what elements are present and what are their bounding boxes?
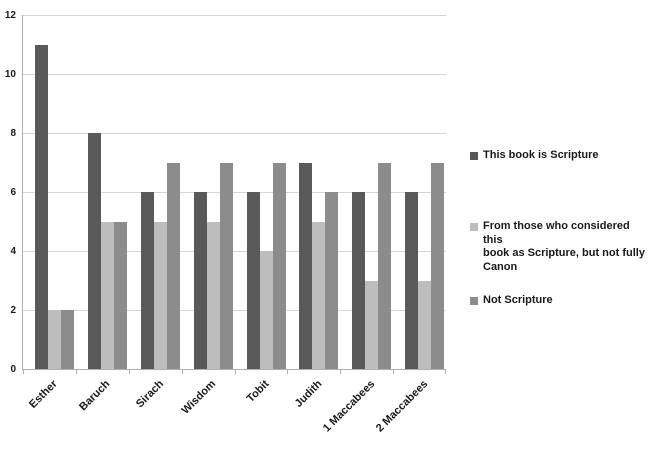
bar [113, 221, 127, 369]
bar [246, 192, 260, 369]
x-axis-category-label: Wisdom [179, 378, 219, 417]
bar [378, 162, 392, 369]
bar [219, 162, 233, 369]
gridline [23, 133, 446, 134]
x-axis-tick [340, 370, 342, 374]
bar [166, 162, 180, 369]
bar [35, 44, 48, 369]
y-axis-tick-label: 6 [10, 186, 16, 198]
y-axis-tick-label: 10 [4, 68, 16, 80]
bar [272, 162, 286, 369]
legend-item-not-scripture: Not Scripture [470, 294, 553, 308]
legend: This book is Scripture From those who co… [470, 0, 648, 455]
gridline [23, 251, 446, 252]
x-axis-category-label: 1 Maccabees [320, 378, 378, 435]
bar-group-baruch [76, 15, 129, 369]
bar [312, 221, 326, 369]
x-axis-category-label: Baruch [77, 378, 113, 414]
bar-group-2-maccabees [393, 15, 446, 369]
bar-group-judith [287, 15, 340, 369]
bar [431, 162, 445, 369]
bar [206, 221, 220, 369]
x-axis-tick [445, 370, 446, 374]
legend-item-scripture: This book is Scripture [470, 149, 599, 163]
bar [259, 251, 273, 369]
legend-swatch-dark [470, 152, 478, 160]
y-axis-tick-label: 2 [10, 304, 16, 316]
x-axis-category-label: Tobit [244, 378, 272, 405]
x-axis-tick [23, 370, 24, 374]
gridline [23, 74, 446, 75]
legend-swatch-medium [470, 297, 478, 305]
bar-group-tobit [235, 15, 288, 369]
gridline [23, 15, 446, 16]
bar-group-wisdom [182, 15, 235, 369]
gridline [23, 310, 446, 311]
bar [418, 280, 432, 369]
bar [352, 192, 366, 369]
x-axis-tick [287, 370, 289, 374]
legend-label: This book is Scripture [483, 149, 599, 161]
bar [405, 192, 419, 369]
bar-group-sirach [129, 15, 182, 369]
bar [61, 310, 74, 369]
y-axis-tick-label: 4 [10, 245, 16, 257]
legend-item-partial-canon: From those who considered this book as S… [470, 220, 648, 274]
x-axis-category-label: Sirach [133, 378, 166, 411]
x-axis-tick [181, 370, 183, 374]
bar [48, 310, 61, 369]
bar-group-esther [23, 15, 76, 369]
bar [299, 162, 313, 369]
x-axis-category-label: 2 Maccabees [373, 378, 431, 435]
gridline [23, 192, 446, 193]
bar [100, 221, 114, 369]
x-axis-tick [393, 370, 395, 374]
x-axis-tick [75, 370, 77, 374]
x-axis-category-label: Judith [292, 378, 325, 410]
y-axis-tick-label: 0 [10, 363, 16, 375]
bar [193, 192, 207, 369]
plot-area [22, 15, 446, 374]
legend-label: Not Scripture [483, 294, 553, 306]
bar [325, 192, 339, 369]
legend-swatch-light [470, 223, 478, 231]
bar-group-1-maccabees [340, 15, 393, 369]
x-axis-category-label: Esther [27, 378, 60, 411]
x-axis-tick [128, 370, 130, 374]
x-axis-tick [234, 370, 236, 374]
y-axis-tick-label: 8 [10, 127, 16, 139]
y-axis-tick-label: 12 [4, 9, 16, 21]
legend-label: From those who considered this book as S… [483, 220, 645, 273]
bar [153, 221, 167, 369]
bar [140, 192, 154, 369]
bar [365, 280, 379, 369]
bar [87, 133, 101, 369]
